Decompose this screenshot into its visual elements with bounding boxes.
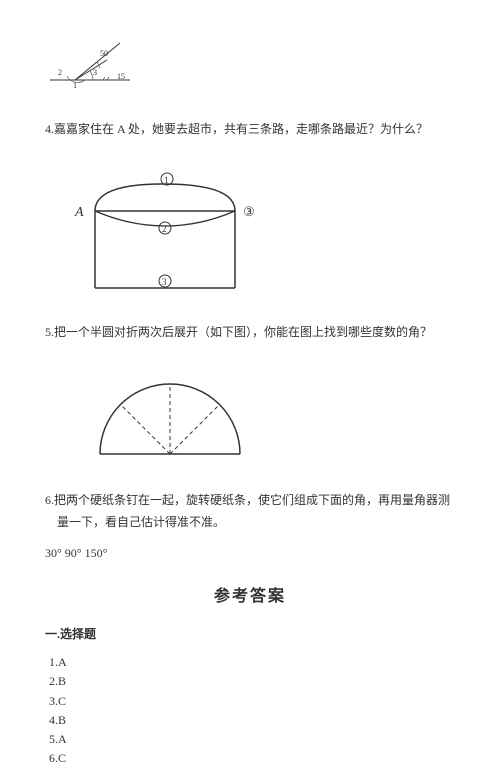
q5-text: 5.把一个半圆对折两次后展开（如下图），你能在图上找到哪些度数的角？ bbox=[45, 322, 455, 344]
answers-list: 1.A 2.B 3.C 4.B 5.A 6.C bbox=[49, 653, 455, 768]
q6-line2: 量一下，看自己估计得准不准。 bbox=[57, 512, 455, 534]
q6-angles: 30° 90° 150° bbox=[45, 543, 455, 565]
answer-item: 5.A bbox=[49, 730, 455, 749]
answers-title: 参考答案 bbox=[45, 583, 455, 612]
svg-text:3: 3 bbox=[162, 277, 167, 287]
label-2: 2 bbox=[58, 68, 62, 77]
figure-semicircle bbox=[85, 369, 455, 472]
figure-supermarket: 1 2 3 A ③ bbox=[65, 166, 455, 304]
label-3: 3 bbox=[93, 68, 97, 77]
answer-item: 6.C bbox=[49, 749, 455, 768]
svg-text:1: 1 bbox=[164, 175, 169, 185]
label-50: 50 bbox=[100, 49, 108, 58]
q6-line1: 6.把两个硬纸条钉在一起，旋转硬纸条，使它们组成下面的角，再用量角器测 bbox=[45, 490, 455, 512]
label-15: 15 bbox=[117, 72, 125, 81]
answers-section: 一.选择题 bbox=[45, 624, 455, 646]
answer-item: 4.B bbox=[49, 711, 455, 730]
answer-item: 3.C bbox=[49, 692, 455, 711]
label-a: A bbox=[74, 205, 84, 220]
question-4: 4.嘉嘉家住在 A 处，她要去超市，共有三条路，走哪条路最近？为什么？ bbox=[45, 119, 455, 141]
supermarket-svg: 1 2 3 A ③ bbox=[65, 166, 295, 296]
question-5: 5.把一个半圆对折两次后展开（如下图），你能在图上找到哪些度数的角？ bbox=[45, 322, 455, 344]
semicircle-svg bbox=[85, 369, 255, 464]
q4-text: 4.嘉嘉家住在 A 处，她要去超市，共有三条路，走哪条路最近？为什么？ bbox=[45, 119, 455, 141]
label-1: 1 bbox=[73, 81, 77, 90]
answer-item: 1.A bbox=[49, 653, 455, 672]
label-market: ③ bbox=[243, 204, 255, 219]
question-6: 6.把两个硬纸条钉在一起，旋转硬纸条，使它们组成下面的角，再用量角器测 量一下，… bbox=[45, 490, 455, 565]
figure-angles: 50 2 3 1 15 bbox=[45, 38, 455, 101]
svg-text:2: 2 bbox=[162, 224, 167, 234]
angle-svg: 50 2 3 1 15 bbox=[45, 38, 155, 93]
answer-item: 2.B bbox=[49, 672, 455, 691]
